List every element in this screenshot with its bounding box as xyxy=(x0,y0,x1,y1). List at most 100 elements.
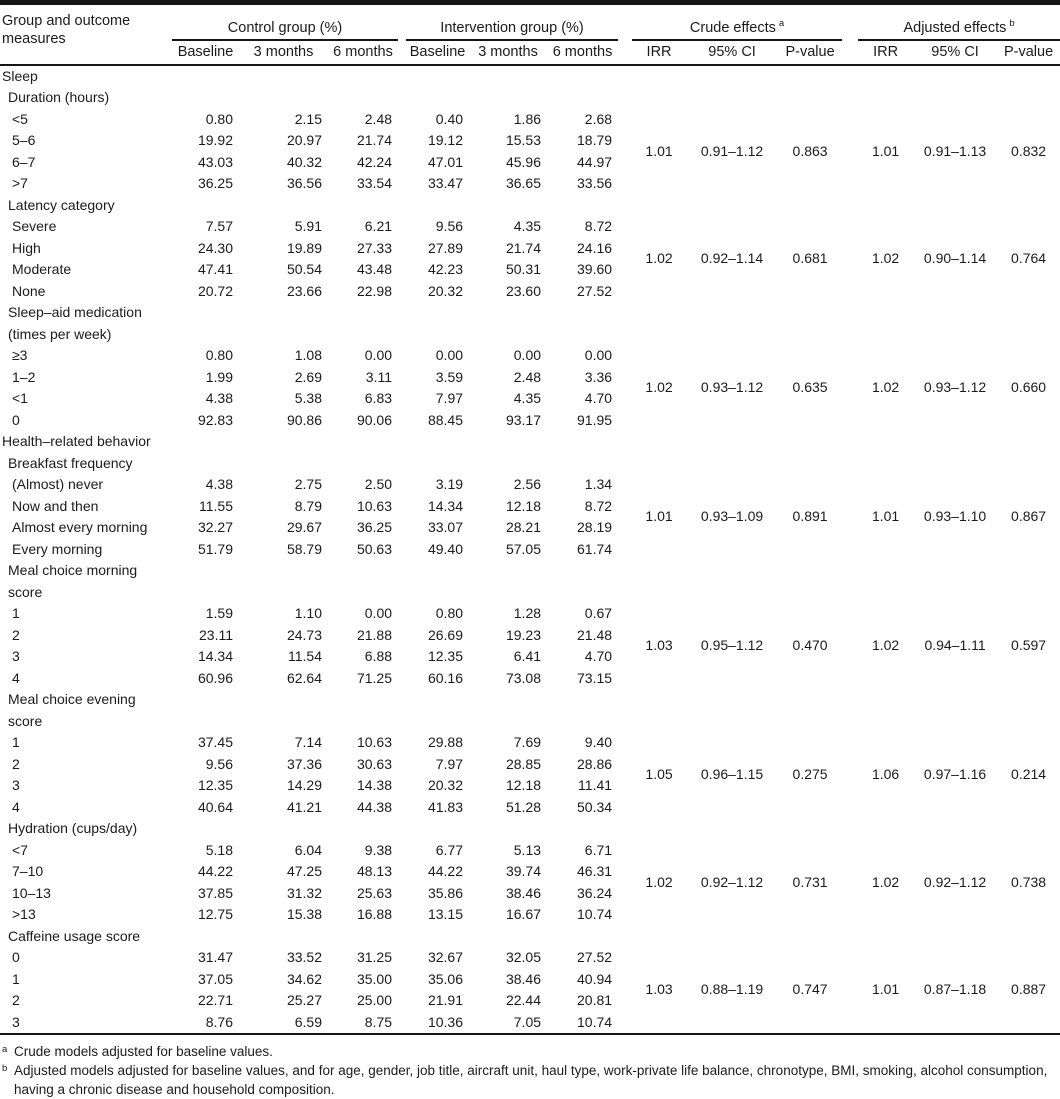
crude-irr: 1.02 xyxy=(645,379,673,396)
control-value: 19.89 xyxy=(286,239,322,256)
data-row: Every morning 51.79 58.79 50.63 49.40 57.05 61… xyxy=(0,539,1060,561)
subgroup-header-row: Latency category xyxy=(0,195,1060,217)
intervention-value: 14.34 xyxy=(427,497,464,514)
footnote-marker-b-ref: b xyxy=(1009,17,1015,29)
section-title: Sleep xyxy=(2,67,38,84)
subgroup-title: Caffeine usage score xyxy=(0,926,1060,948)
column-gap xyxy=(398,732,406,818)
control-value: 9.38 xyxy=(364,841,393,858)
row-label: 5–6 xyxy=(12,132,36,148)
row-label: 1 xyxy=(12,605,20,621)
intervention-value: 0.00 xyxy=(513,347,542,363)
row-label: Almost every morning xyxy=(12,519,148,535)
stub-header-label: Group and outcome measures xyxy=(2,13,131,47)
control-value: 62.64 xyxy=(286,669,322,686)
adjusted-irr: 1.06 xyxy=(871,766,900,783)
footnote-marker: a xyxy=(2,1044,8,1055)
subgroup-title: Duration (hours) xyxy=(0,87,1060,109)
control-value: 8.76 xyxy=(205,1013,233,1030)
table-header: Group and outcome measures Control group… xyxy=(0,2,1060,66)
column-gap xyxy=(842,732,858,818)
control-value: 3.11 xyxy=(365,368,393,385)
intervention-value: 28.21 xyxy=(505,519,542,535)
intervention-value: 1.86 xyxy=(513,110,542,127)
control-value: 50.54 xyxy=(286,261,322,277)
data-row: 7–10 44.22 47.25 48.13 44.22 39.74 46.31 xyxy=(0,861,1060,883)
control-value: 5.38 xyxy=(294,390,322,406)
adjusted-ci: 0.91–1.13 xyxy=(923,142,987,159)
control-value: 43.48 xyxy=(356,261,393,277)
crude-ci: 0.93–1.09 xyxy=(700,508,764,525)
intervention-value: 45.96 xyxy=(505,153,542,170)
intervention-value: 7.05 xyxy=(513,1013,542,1030)
row-label: Moderate xyxy=(12,261,72,277)
intervention-value: 20.32 xyxy=(427,282,464,299)
control-value: 9.56 xyxy=(205,755,233,772)
control-value: 21.88 xyxy=(356,626,393,643)
control-value: 23.66 xyxy=(286,282,322,299)
column-gap xyxy=(842,2,859,66)
section-title: Health–related behavior xyxy=(2,433,151,449)
intervention-value: 73.15 xyxy=(577,669,613,686)
control-value: 30.63 xyxy=(356,755,393,772)
subgroup-title-label: Sleep–aid medication (times per week) xyxy=(8,304,142,342)
control-value: 2.75 xyxy=(294,476,322,492)
intervention-value: 36.24 xyxy=(577,884,613,901)
subgroup-title: Breakfast frequency xyxy=(0,453,1060,475)
data-row: 6–7 43.03 40.32 42.24 47.01 45.96 44.97 xyxy=(0,152,1060,174)
row-label: <5 xyxy=(12,110,28,127)
intervention-value: 33.47 xyxy=(427,175,464,191)
intervention-value: 10.74 xyxy=(577,906,613,922)
control-value: 4.38 xyxy=(205,476,233,492)
column-gap xyxy=(398,345,406,431)
adjusted-p-value: 0.764 xyxy=(1011,250,1047,267)
intervention-value: 35.06 xyxy=(427,970,464,987)
intervention-value: 36.65 xyxy=(505,175,542,191)
row-label: (Almost) never xyxy=(12,476,104,492)
data-row: 5–6 19.92 20.97 21.74 19.12 15.53 18.79 xyxy=(0,130,1060,152)
data-row: 1 37.45 7.14 10.63 29.88 7.69 9.40 1.05 0.96–1.1… xyxy=(0,732,1060,782)
column-gap xyxy=(842,345,858,431)
column-gap xyxy=(618,840,632,926)
data-row: Moderate 47.41 50.54 43.48 42.23 50.31 39.60 xyxy=(0,259,1060,281)
intervention-value: 50.34 xyxy=(577,798,613,815)
table-body: Sleep Duration (hours) <5 0.80 2.15 2.48 0.40 1… xyxy=(0,65,1060,1034)
intervention-value: 23.60 xyxy=(505,282,542,299)
data-row: Severe 7.57 5.91 6.21 9.56 4.35 8.72 1.02 0.92–1… xyxy=(0,216,1060,266)
data-row: <5 0.80 2.15 2.48 0.40 1.86 2.68 1.01 0.91–1.12 0… xyxy=(0,109,1060,159)
intervention-value: 2.48 xyxy=(513,368,542,385)
control-value: 1.10 xyxy=(294,605,322,621)
control-value: 0.80 xyxy=(205,110,233,127)
crude-ci: 0.93–1.12 xyxy=(700,379,764,396)
row-label: 1 xyxy=(12,734,20,750)
intervention-value: 27.89 xyxy=(427,239,464,256)
intervention-value: 16.67 xyxy=(505,906,542,922)
control-value: 22.98 xyxy=(356,282,393,299)
control-value: 5.91 xyxy=(294,218,322,234)
intervention-value: 44.97 xyxy=(577,153,613,170)
adjusted-p-value: 0.887 xyxy=(1011,981,1047,998)
intervention-value: 50.31 xyxy=(505,261,542,277)
column-group-adjusted-label: Adjusted effects xyxy=(903,19,1007,36)
adjusted-p-value: 0.660 xyxy=(1011,379,1047,396)
data-row: >7 36.25 36.56 33.54 33.47 36.65 33.56 xyxy=(0,173,1060,195)
control-value: 22.71 xyxy=(197,992,233,1008)
column-gap xyxy=(842,603,858,689)
crude-irr: 1.03 xyxy=(645,981,673,998)
control-value: 6.04 xyxy=(294,841,322,858)
control-value: 47.41 xyxy=(197,261,233,277)
col-header-crude-ci: 95% CI xyxy=(686,39,779,66)
data-row: 3 12.35 14.29 14.38 20.32 12.18 11.41 xyxy=(0,775,1060,797)
subgroup-header-row: Sleep–aid medication (times per week) xyxy=(0,302,1060,345)
adjusted-ci: 0.97–1.16 xyxy=(923,766,987,783)
control-value: 29.67 xyxy=(286,519,322,535)
adjusted-p-value: 0.832 xyxy=(1011,142,1047,159)
column-gap xyxy=(398,947,406,1034)
intervention-value: 46.31 xyxy=(577,863,613,879)
control-value: 0.00 xyxy=(364,605,393,621)
crude-p-value: 0.470 xyxy=(792,637,828,654)
intervention-value: 51.28 xyxy=(505,798,542,815)
col-header-intervention-6-months: 6 months xyxy=(547,39,619,66)
intervention-value: 0.00 xyxy=(435,347,464,363)
control-value: 27.33 xyxy=(356,239,393,256)
